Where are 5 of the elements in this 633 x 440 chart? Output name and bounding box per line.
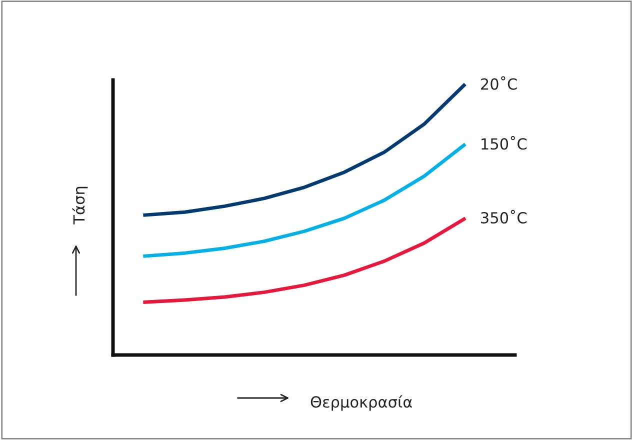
series-label: 350˚C [481, 210, 527, 224]
x-axis-title: Θερμοκρασία [310, 395, 412, 411]
series-label: 20˚C [481, 76, 517, 90]
y-axis-title: Τάση [72, 186, 88, 224]
series-label: 150˚C [482, 136, 527, 150]
